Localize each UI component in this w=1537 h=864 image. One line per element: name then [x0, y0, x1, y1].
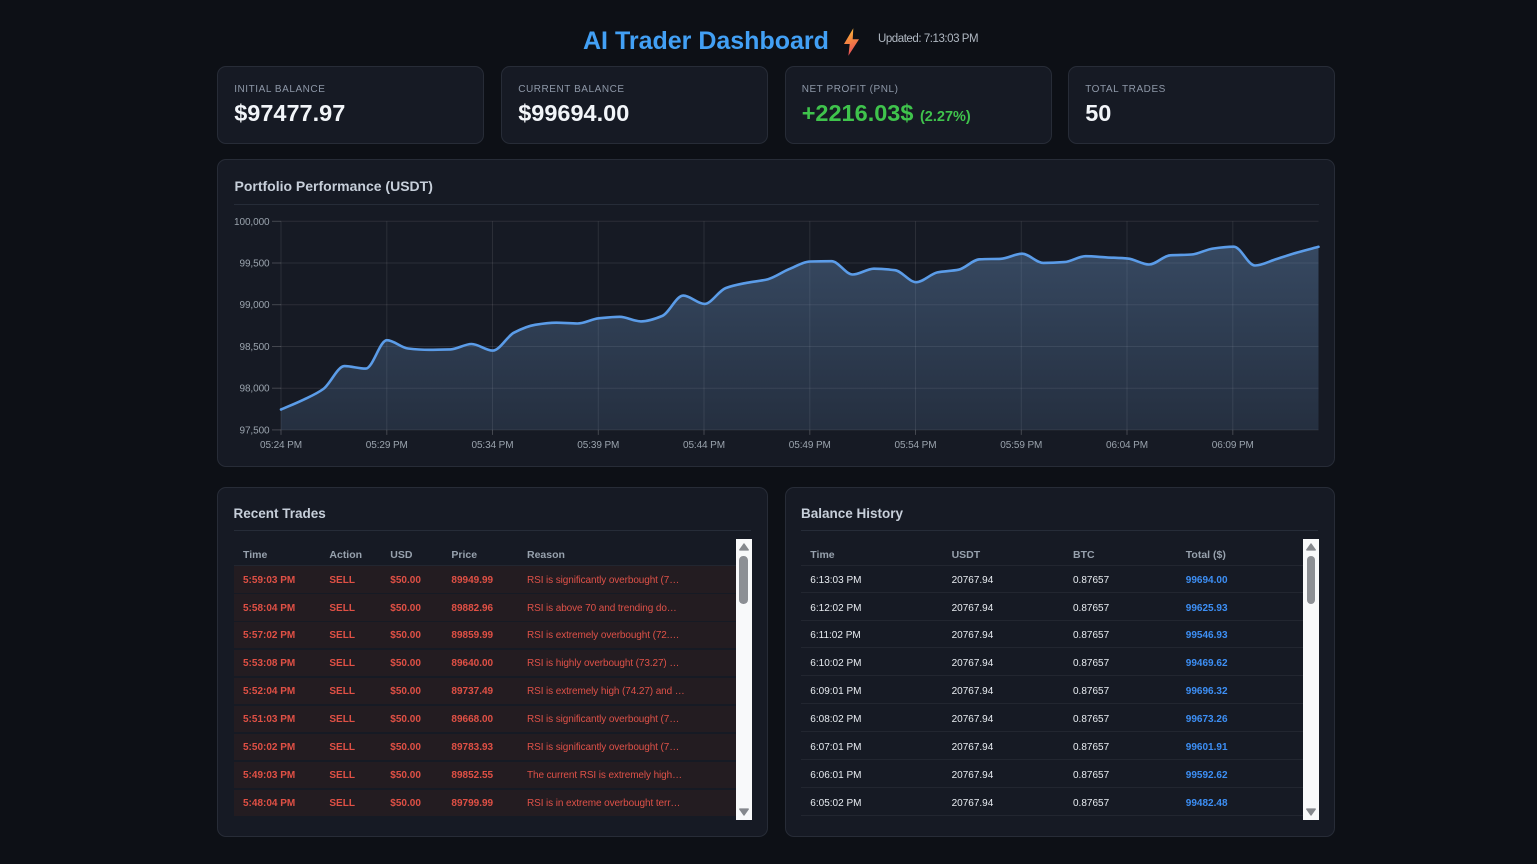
svg-text:06:09 PM: 06:09 PM — [1212, 440, 1254, 451]
svg-text:99,000: 99,000 — [240, 300, 271, 311]
svg-text:100,000: 100,000 — [234, 217, 270, 228]
svg-text:05:24 PM: 05:24 PM — [260, 440, 302, 451]
svg-text:99,500: 99,500 — [240, 259, 271, 270]
svg-text:05:34 PM: 05:34 PM — [471, 440, 513, 451]
svg-text:97,500: 97,500 — [240, 425, 271, 436]
svg-text:98,000: 98,000 — [240, 384, 271, 395]
svg-text:05:59 PM: 05:59 PM — [1000, 440, 1042, 451]
svg-text:05:54 PM: 05:54 PM — [894, 440, 936, 451]
svg-text:05:44 PM: 05:44 PM — [683, 440, 725, 451]
svg-text:05:49 PM: 05:49 PM — [789, 440, 831, 451]
svg-text:06:04 PM: 06:04 PM — [1106, 440, 1148, 451]
svg-text:05:39 PM: 05:39 PM — [577, 440, 619, 451]
svg-text:05:29 PM: 05:29 PM — [366, 440, 408, 451]
svg-text:98,500: 98,500 — [240, 342, 271, 353]
